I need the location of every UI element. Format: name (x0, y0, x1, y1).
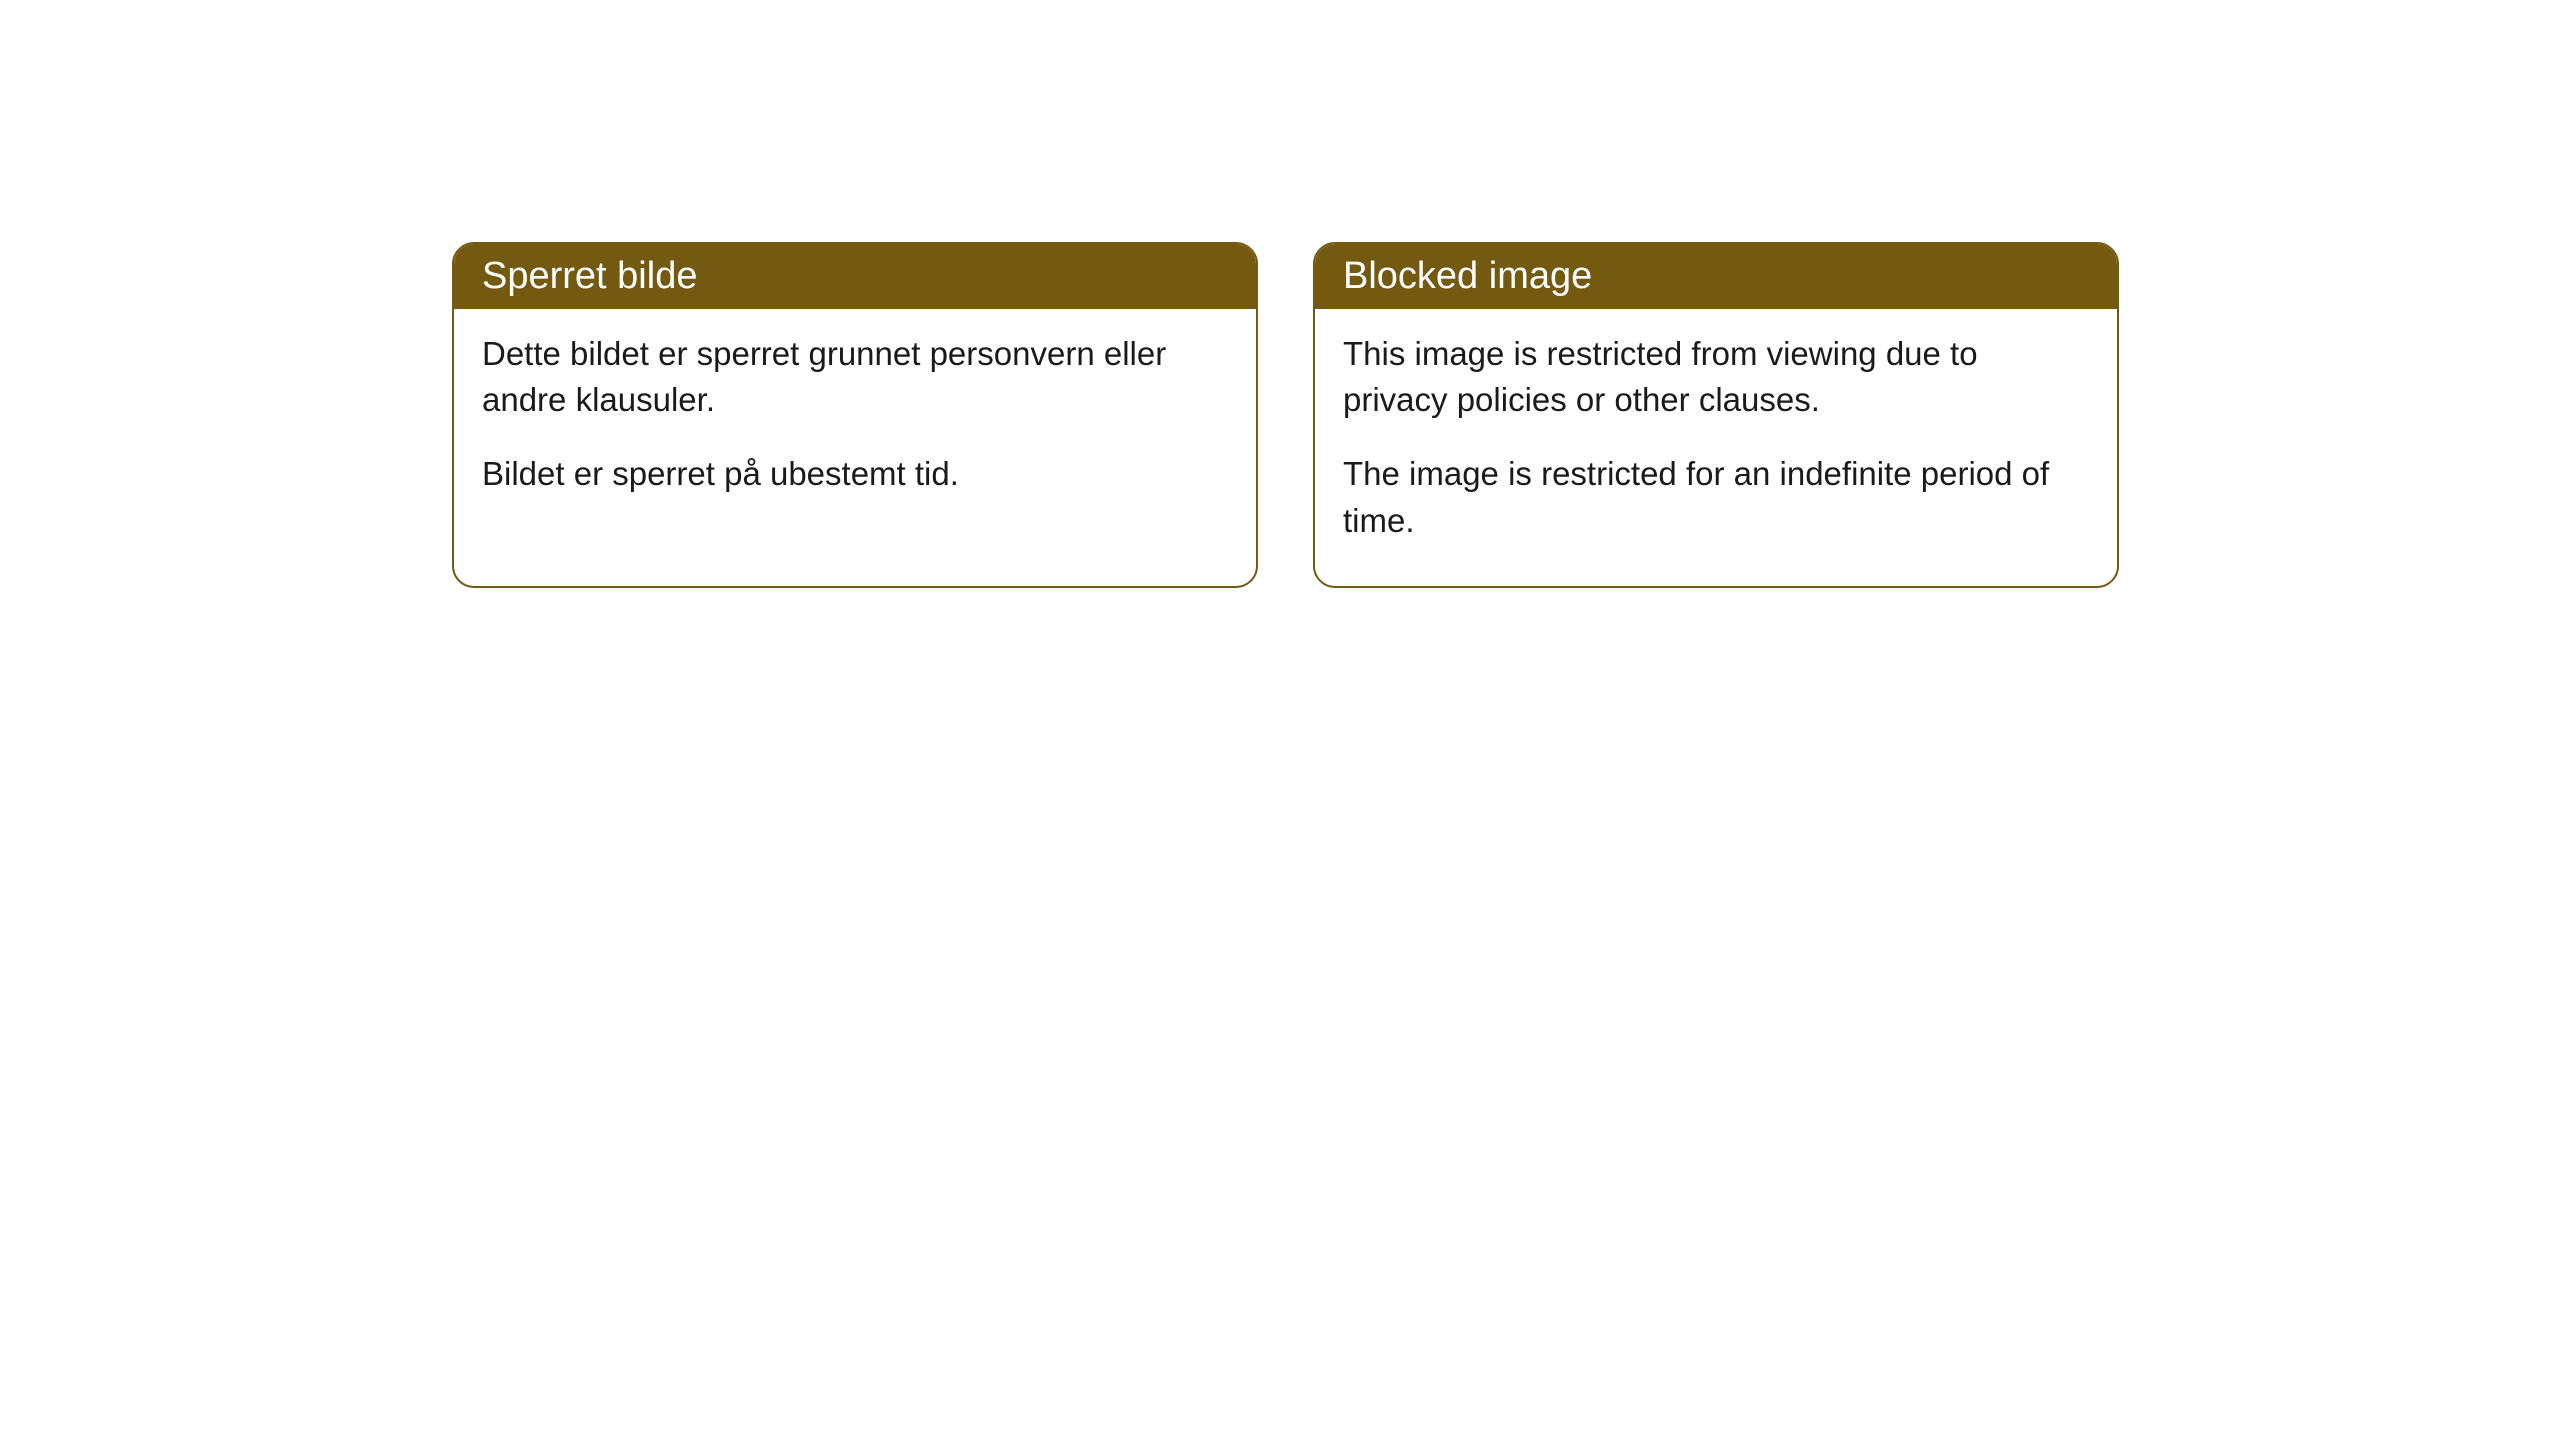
card-paragraph-1: Dette bildet er sperret grunnet personve… (482, 331, 1228, 423)
notice-cards-container: Sperret bilde Dette bildet er sperret gr… (0, 0, 2560, 588)
card-body-norwegian: Dette bildet er sperret grunnet personve… (454, 309, 1256, 540)
card-header-norwegian: Sperret bilde (454, 244, 1256, 309)
blocked-image-card-english: Blocked image This image is restricted f… (1313, 242, 2119, 588)
card-paragraph-2: The image is restricted for an indefinit… (1343, 451, 2089, 543)
card-header-english: Blocked image (1315, 244, 2117, 309)
card-title: Sperret bilde (482, 255, 697, 297)
card-paragraph-2: Bildet er sperret på ubestemt tid. (482, 451, 1228, 497)
blocked-image-card-norwegian: Sperret bilde Dette bildet er sperret gr… (452, 242, 1258, 588)
card-body-english: This image is restricted from viewing du… (1315, 309, 2117, 586)
card-paragraph-1: This image is restricted from viewing du… (1343, 331, 2089, 423)
card-title: Blocked image (1343, 255, 1592, 297)
